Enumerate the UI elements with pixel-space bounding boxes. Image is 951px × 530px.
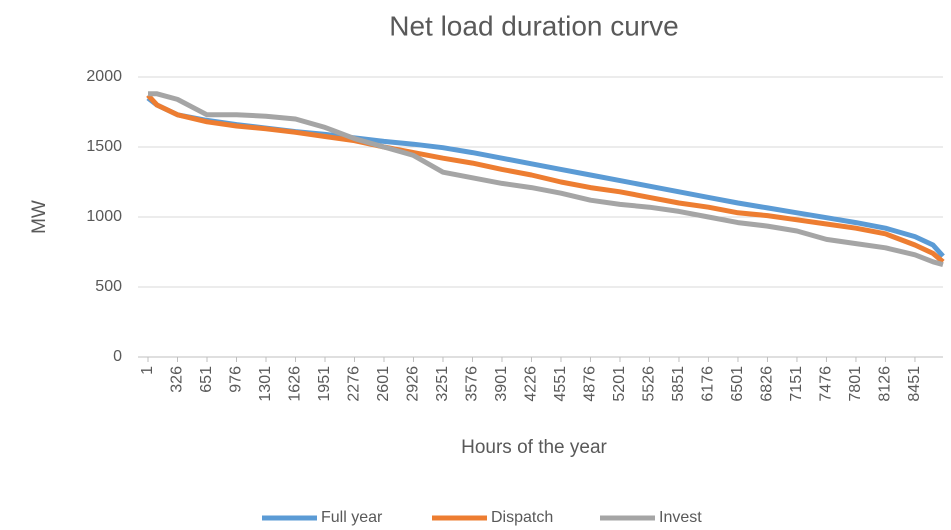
y-tick-label: 2000 [86, 68, 122, 85]
x-tick-label: 2926 [405, 366, 422, 402]
x-tick-label: 5851 [670, 366, 687, 402]
y-axis-label: MW [29, 200, 50, 234]
x-tick-label: 7151 [788, 366, 805, 402]
y-tick-label: 1000 [86, 208, 122, 225]
x-tick-label: 5201 [611, 366, 628, 402]
x-tick-label: 2276 [346, 366, 363, 402]
x-tick-label: 4551 [552, 366, 569, 402]
x-tick-label: 3251 [434, 366, 451, 402]
x-tick-label: 4226 [523, 366, 540, 402]
x-tick-label: 3901 [493, 366, 510, 402]
x-tick-label: 8126 [877, 366, 894, 402]
x-tick-label: 3576 [464, 366, 481, 402]
x-tick-label: 6826 [759, 366, 776, 402]
x-tick-label: 6501 [729, 366, 746, 402]
y-tick-label: 500 [95, 278, 122, 295]
x-tick-label: 1951 [316, 366, 333, 402]
line-series [146, 93, 945, 264]
x-tick-label: 8451 [906, 366, 923, 402]
x-tick-label: 2601 [375, 366, 392, 402]
x-tick-label: 7801 [847, 366, 864, 402]
x-tick-label: 6176 [700, 366, 717, 402]
x-tick-label: 7476 [818, 366, 835, 402]
x-tick-label: 651 [198, 366, 215, 393]
x-axis-label: Hours of the year [461, 437, 607, 458]
legend-label: Full year [321, 509, 383, 526]
x-tick-label: 1301 [257, 366, 274, 402]
x-tick-label: 976 [228, 366, 245, 393]
y-tick-label: 1500 [86, 138, 122, 155]
legend-label: Invest [659, 509, 702, 526]
x-tick-label: 1626 [287, 366, 304, 402]
x-tick-label: 4876 [582, 366, 599, 402]
x-tick-label: 326 [169, 366, 186, 393]
x-tick-label: 1 [139, 366, 156, 375]
legend-label: Dispatch [491, 509, 553, 526]
line-series [148, 91, 944, 268]
x-tick-label: 5526 [641, 366, 658, 402]
y-tick-label: 0 [113, 348, 122, 365]
chart-title: Net load duration curve [389, 10, 679, 41]
